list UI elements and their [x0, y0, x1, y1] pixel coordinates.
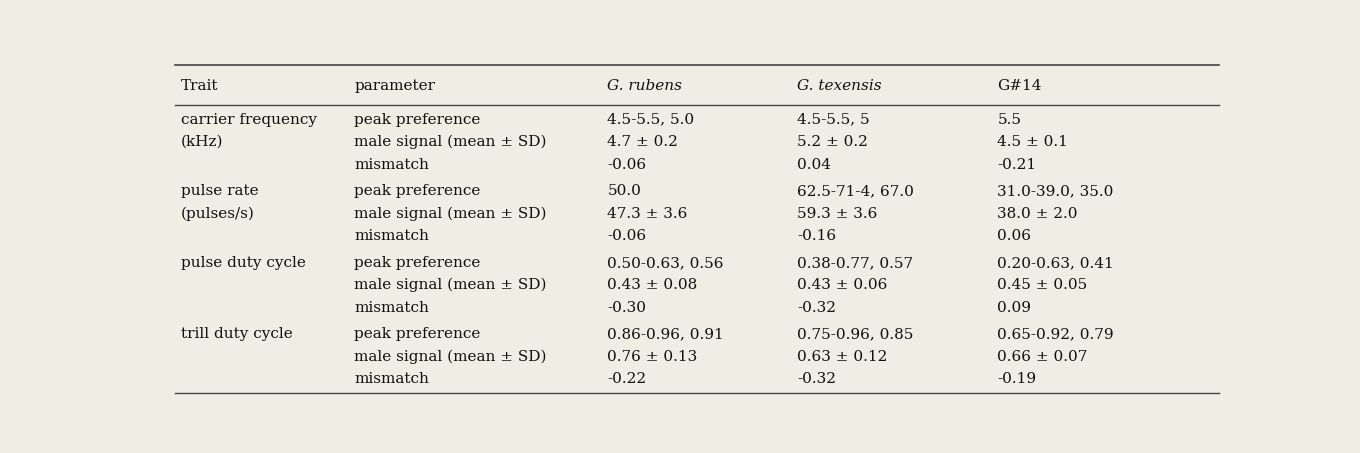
- Text: (kHz): (kHz): [181, 135, 223, 149]
- Text: (pulses/s): (pulses/s): [181, 207, 254, 221]
- Text: 0.38-0.77, 0.57: 0.38-0.77, 0.57: [797, 256, 914, 270]
- Text: 0.06: 0.06: [997, 229, 1031, 243]
- Text: 0.50-0.63, 0.56: 0.50-0.63, 0.56: [608, 256, 724, 270]
- Text: G. texensis: G. texensis: [797, 79, 881, 93]
- Text: mismatch: mismatch: [355, 158, 430, 172]
- Text: 38.0 ± 2.0: 38.0 ± 2.0: [997, 207, 1078, 221]
- Text: 5.2 ± 0.2: 5.2 ± 0.2: [797, 135, 868, 149]
- Text: 0.75-0.96, 0.85: 0.75-0.96, 0.85: [797, 328, 914, 342]
- Text: male signal (mean ± SD): male signal (mean ± SD): [355, 278, 547, 293]
- Text: male signal (mean ± SD): male signal (mean ± SD): [355, 135, 547, 149]
- Text: 0.65-0.92, 0.79: 0.65-0.92, 0.79: [997, 328, 1114, 342]
- Text: 47.3 ± 3.6: 47.3 ± 3.6: [608, 207, 688, 221]
- Text: Trait: Trait: [181, 79, 218, 93]
- Text: 0.09: 0.09: [997, 301, 1031, 315]
- Text: male signal (mean ± SD): male signal (mean ± SD): [355, 207, 547, 221]
- Text: mismatch: mismatch: [355, 372, 430, 386]
- Text: peak preference: peak preference: [355, 112, 481, 126]
- Text: -0.06: -0.06: [608, 158, 646, 172]
- Text: 0.76 ± 0.13: 0.76 ± 0.13: [608, 350, 698, 364]
- Text: 5.5: 5.5: [997, 112, 1021, 126]
- Text: 4.5-5.5, 5.0: 4.5-5.5, 5.0: [608, 112, 695, 126]
- Text: 0.20-0.63, 0.41: 0.20-0.63, 0.41: [997, 256, 1114, 270]
- Text: pulse rate: pulse rate: [181, 184, 258, 198]
- Text: male signal (mean ± SD): male signal (mean ± SD): [355, 350, 547, 364]
- Text: 4.5 ± 0.1: 4.5 ± 0.1: [997, 135, 1068, 149]
- Text: 0.86-0.96, 0.91: 0.86-0.96, 0.91: [608, 328, 724, 342]
- Text: 4.7 ± 0.2: 4.7 ± 0.2: [608, 135, 679, 149]
- Text: -0.16: -0.16: [797, 229, 836, 243]
- Text: 62.5-71-4, 67.0: 62.5-71-4, 67.0: [797, 184, 914, 198]
- Text: 0.63 ± 0.12: 0.63 ± 0.12: [797, 350, 888, 364]
- Text: mismatch: mismatch: [355, 229, 430, 243]
- Text: -0.32: -0.32: [797, 301, 836, 315]
- Text: 4.5-5.5, 5: 4.5-5.5, 5: [797, 112, 870, 126]
- Text: 0.66 ± 0.07: 0.66 ± 0.07: [997, 350, 1088, 364]
- Text: 0.43 ± 0.08: 0.43 ± 0.08: [608, 278, 698, 292]
- Text: pulse duty cycle: pulse duty cycle: [181, 256, 306, 270]
- Text: peak preference: peak preference: [355, 256, 481, 270]
- Text: G#14: G#14: [997, 79, 1042, 93]
- Text: 0.45 ± 0.05: 0.45 ± 0.05: [997, 278, 1088, 292]
- Text: carrier frequency: carrier frequency: [181, 112, 317, 126]
- Text: -0.21: -0.21: [997, 158, 1036, 172]
- Text: 31.0-39.0, 35.0: 31.0-39.0, 35.0: [997, 184, 1114, 198]
- Text: peak preference: peak preference: [355, 328, 481, 342]
- Text: G. rubens: G. rubens: [608, 79, 683, 93]
- Text: parameter: parameter: [355, 79, 435, 93]
- Text: 0.43 ± 0.06: 0.43 ± 0.06: [797, 278, 888, 292]
- Text: -0.30: -0.30: [608, 301, 646, 315]
- Text: 0.04: 0.04: [797, 158, 831, 172]
- Text: -0.19: -0.19: [997, 372, 1036, 386]
- Text: peak preference: peak preference: [355, 184, 481, 198]
- Text: -0.22: -0.22: [608, 372, 646, 386]
- Text: -0.32: -0.32: [797, 372, 836, 386]
- Text: mismatch: mismatch: [355, 301, 430, 315]
- Text: -0.06: -0.06: [608, 229, 646, 243]
- Text: 50.0: 50.0: [608, 184, 642, 198]
- Text: trill duty cycle: trill duty cycle: [181, 328, 292, 342]
- Text: 59.3 ± 3.6: 59.3 ± 3.6: [797, 207, 877, 221]
